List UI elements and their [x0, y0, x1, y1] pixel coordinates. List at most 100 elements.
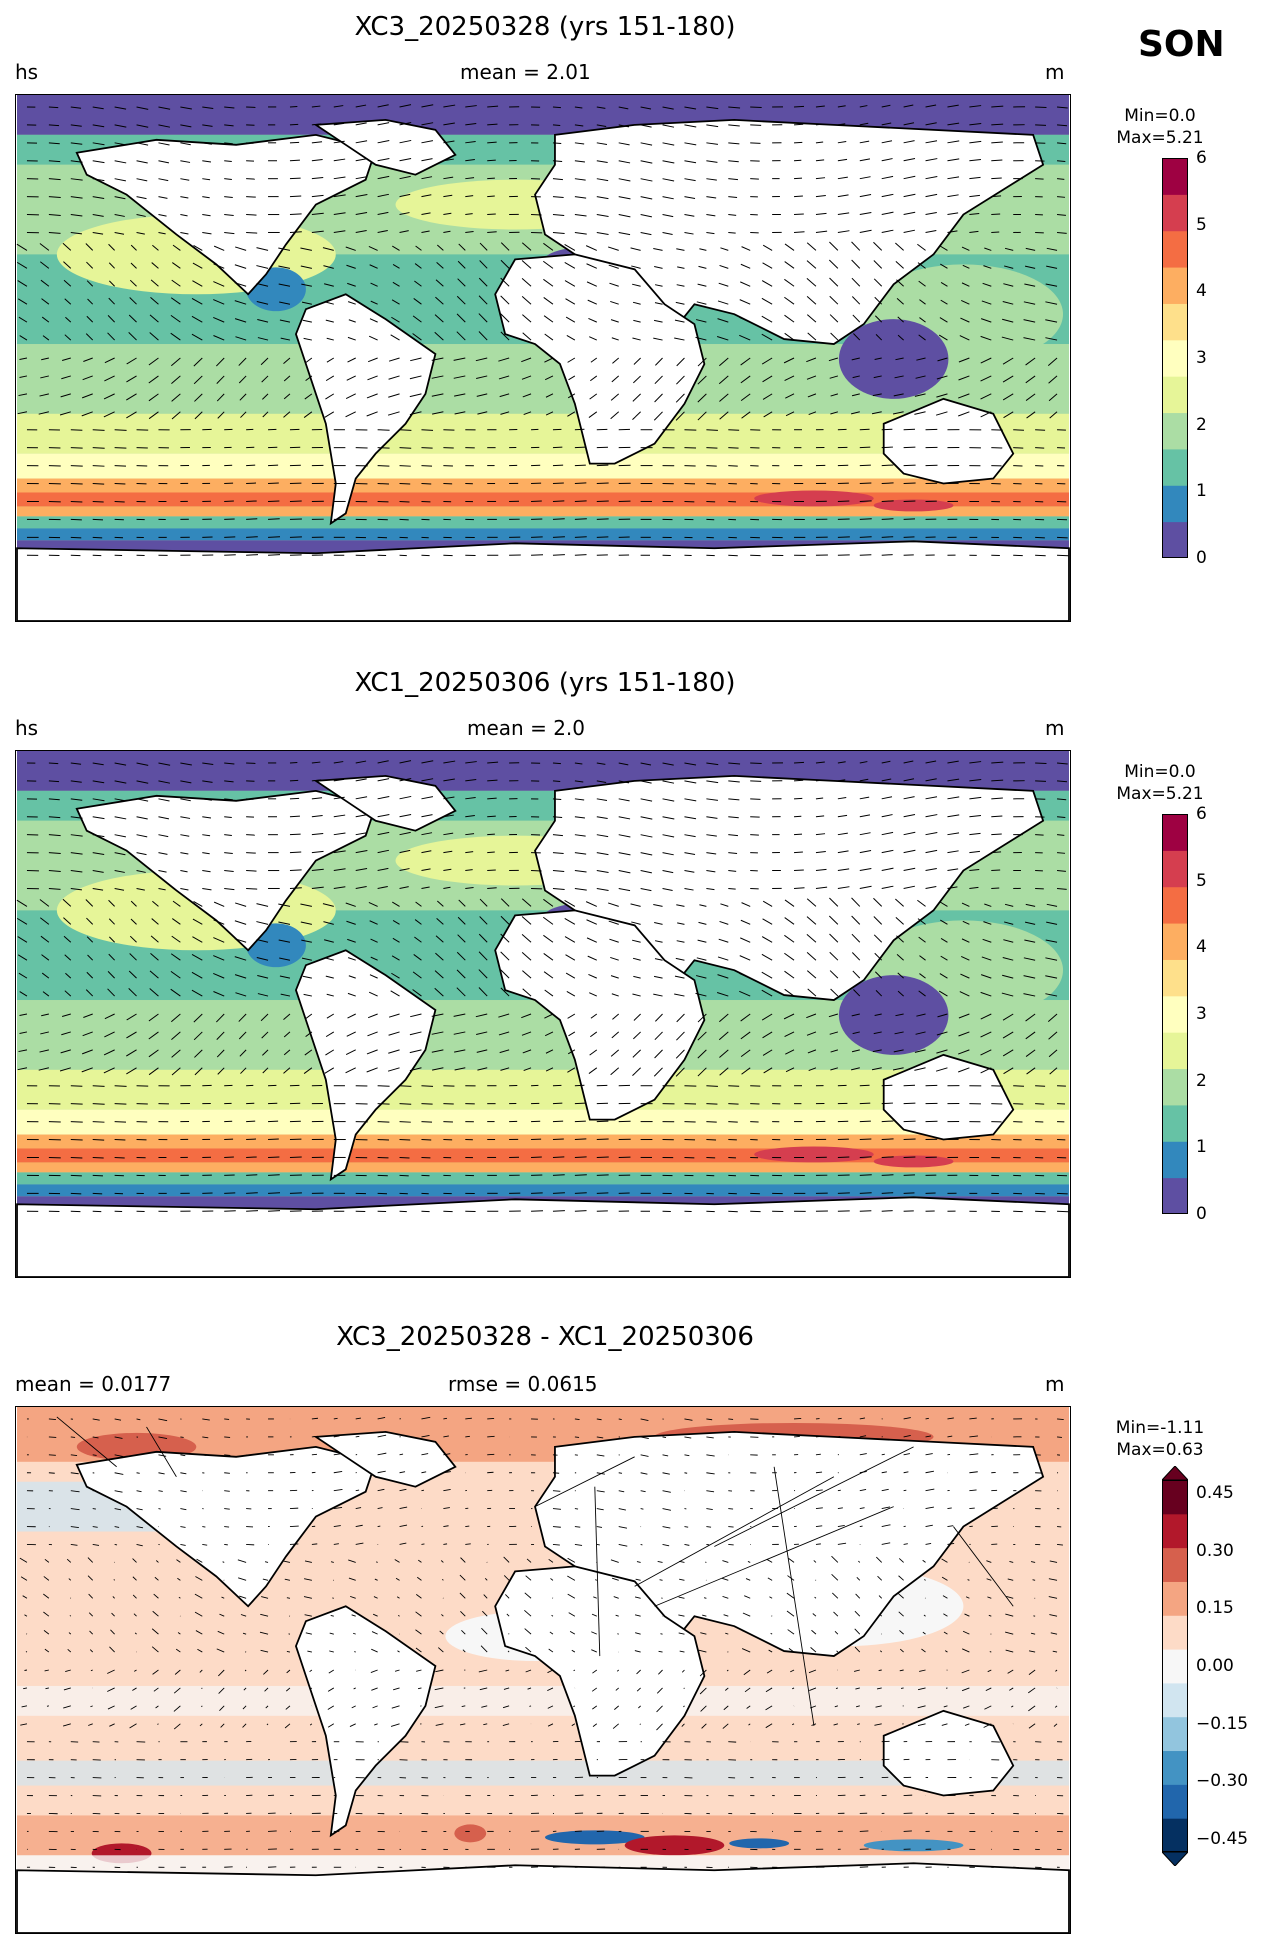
wind-arrow — [596, 124, 607, 127]
wind-arrow — [543, 260, 554, 269]
wind-arrow — [610, 411, 620, 420]
wind-arrow — [284, 1723, 291, 1729]
wind-arrow — [487, 231, 497, 233]
wind-arrow — [969, 176, 981, 180]
wind-arrow — [20, 1723, 28, 1726]
wind-arrow — [815, 1453, 821, 1456]
wind-arrow — [479, 242, 488, 251]
wind-arrow — [43, 1611, 50, 1617]
wind-arrow — [640, 887, 652, 892]
wind-arrow — [925, 778, 937, 782]
wind-arrow — [589, 393, 598, 400]
wind-arrow — [487, 123, 498, 126]
wind-arrow — [136, 780, 149, 784]
wind-arrow — [658, 1669, 663, 1675]
wind-arrow — [465, 761, 477, 764]
panel-2-colorbar — [1162, 814, 1188, 1214]
colorbar-segment — [1162, 376, 1188, 414]
wind-arrow — [224, 762, 235, 765]
wind-arrow — [785, 411, 795, 417]
wind-arrow — [567, 357, 576, 363]
wind-arrow — [202, 1454, 207, 1456]
wind-arrow — [521, 916, 532, 925]
wind-arrow — [278, 247, 291, 251]
wind-arrow — [654, 375, 663, 385]
wind-arrow — [574, 834, 586, 837]
wind-arrow — [1023, 975, 1036, 979]
wind-arrow — [348, 1559, 356, 1563]
wind-arrow — [126, 1049, 137, 1057]
wind-arrow — [454, 1067, 466, 1071]
wind-arrow — [107, 1705, 115, 1710]
wind-arrow — [45, 1687, 49, 1690]
wind-arrow — [83, 357, 93, 362]
wind-arrow — [355, 211, 368, 216]
wind-arrow — [633, 375, 641, 384]
wind-arrow — [1003, 1067, 1014, 1075]
wind-arrow — [109, 1723, 115, 1727]
wind-arrow — [370, 938, 378, 943]
colorbar-segment — [1162, 1649, 1188, 1684]
wind-arrow — [70, 1454, 78, 1457]
wind-arrow — [574, 178, 586, 181]
wind-arrow — [662, 178, 675, 182]
wind-arrow — [465, 230, 474, 233]
wind-arrow — [130, 244, 137, 251]
wind-arrow — [421, 1085, 434, 1087]
wind-arrow — [543, 297, 554, 305]
wind-arrow — [806, 970, 817, 979]
wind-arrow — [325, 319, 334, 323]
wind-arrow — [632, 393, 641, 402]
wind-arrow — [726, 1669, 729, 1672]
wind-arrow — [662, 160, 675, 164]
wind-arrow — [103, 1049, 115, 1056]
wind-arrow — [565, 954, 576, 961]
wind-arrow — [265, 1705, 269, 1709]
wind-arrow — [618, 834, 631, 838]
panel-3-max-label: Max=0.63 — [1116, 1440, 1204, 1460]
wind-arrow — [114, 1085, 127, 1087]
wind-arrow — [301, 939, 312, 943]
wind-arrow — [216, 1049, 225, 1058]
colorbar-segment — [1162, 158, 1188, 195]
wind-arrow — [327, 1705, 335, 1710]
wind-arrow — [1023, 337, 1036, 341]
wind-arrow — [917, 1723, 926, 1727]
wind-arrow — [969, 761, 982, 764]
wind-arrow — [881, 1542, 891, 1545]
wind-arrow — [925, 122, 937, 126]
colorbar-segment — [1162, 303, 1188, 341]
wind-arrow — [487, 869, 496, 872]
wind-arrow — [311, 815, 323, 818]
wind-arrow — [310, 1687, 313, 1690]
wind-arrow — [63, 1705, 71, 1709]
wind-arrow — [443, 1489, 451, 1492]
wind-arrow — [967, 1579, 970, 1581]
wind-arrow — [459, 1592, 466, 1599]
wind-arrow — [588, 317, 597, 323]
wind-arrow — [719, 357, 729, 367]
wind-arrow — [740, 919, 751, 925]
wind-arrow — [740, 1049, 751, 1058]
wind-arrow — [640, 834, 653, 838]
wind-arrow — [940, 937, 948, 943]
wind-arrow — [815, 886, 828, 889]
wind-arrow — [940, 955, 948, 961]
wind-arrow — [706, 852, 717, 855]
wind-arrow — [279, 975, 291, 979]
wind-arrow — [86, 280, 94, 287]
wind-arrow — [500, 295, 510, 305]
wind-arrow — [136, 870, 146, 873]
wind-arrow — [70, 870, 83, 873]
wind-arrow — [355, 1524, 363, 1527]
wind-arrow — [590, 375, 598, 382]
colorbar-segment — [1162, 1682, 1188, 1718]
wind-arrow — [903, 211, 916, 216]
wind-arrow — [92, 429, 105, 431]
wind-arrow — [305, 1031, 313, 1038]
wind-arrow — [171, 375, 181, 384]
wind-arrow — [571, 1723, 576, 1727]
wind-arrow — [431, 1031, 444, 1035]
wind-arrow — [399, 831, 411, 836]
wind-arrow — [388, 393, 400, 398]
